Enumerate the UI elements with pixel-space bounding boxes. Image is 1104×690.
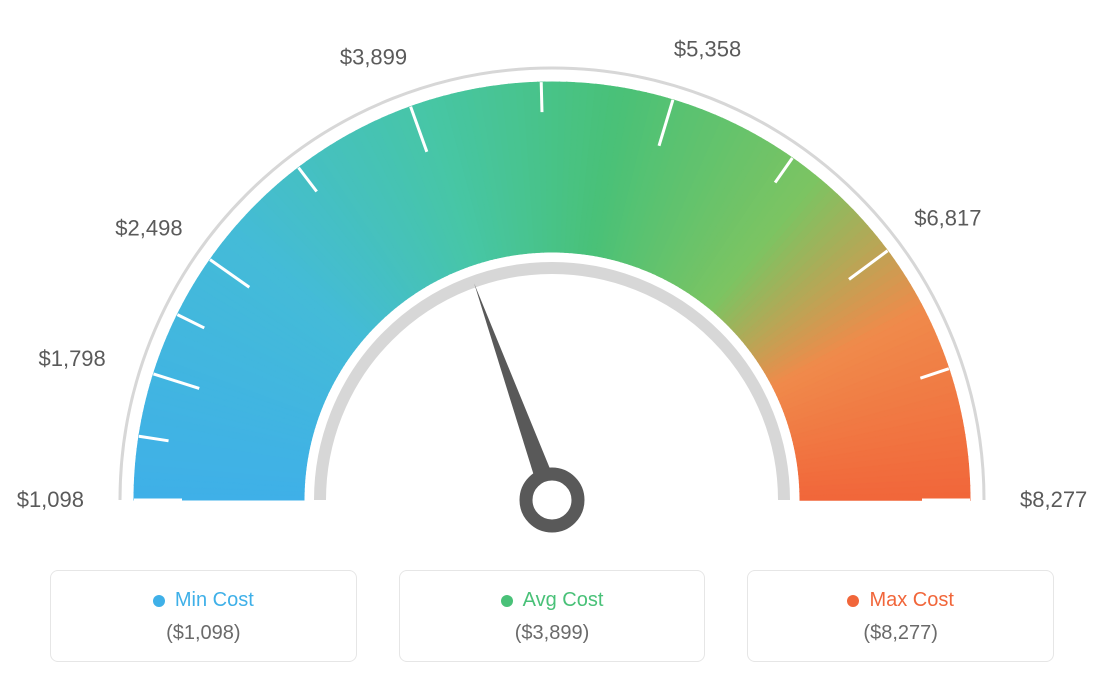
legend-card-max: Max Cost ($8,277) [747,570,1054,662]
legend-dot-max [847,595,859,607]
legend-value-min: ($1,098) [61,622,346,645]
legend-dot-avg [501,595,513,607]
legend-row: Min Cost ($1,098) Avg Cost ($3,899) Max … [50,570,1054,662]
gauge-tick-label: $5,358 [674,36,741,62]
legend-value-avg: ($3,899) [410,622,695,645]
gauge-tick-label: $8,277 [1020,487,1087,513]
gauge-tick-label: $6,817 [914,205,981,231]
legend-card-min: Min Cost ($1,098) [50,570,357,662]
legend-dot-min [153,595,165,607]
gauge-tick-label: $1,098 [17,487,84,513]
legend-value-max: ($8,277) [758,622,1043,645]
legend-title-text-min: Min Cost [175,589,254,612]
legend-card-avg: Avg Cost ($3,899) [399,570,706,662]
legend-title-max: Max Cost [847,589,953,612]
legend-title-text-avg: Avg Cost [523,589,604,612]
gauge-tick-label: $2,498 [115,215,182,241]
cost-gauge: $1,098 $1,798 $2,498 $3,899 $5,358 $6,817 $8,2… [0,0,1104,540]
legend-title-avg: Avg Cost [501,589,604,612]
legend-title-text-max: Max Cost [869,589,953,612]
gauge-tick-label: $1,798 [38,346,105,372]
gauge-tick-label: $3,899 [340,44,407,70]
gauge-tick-labels: $1,098 $1,798 $2,498 $3,899 $5,358 $6,817 $8,2… [0,0,1104,540]
legend-title-min: Min Cost [153,589,254,612]
